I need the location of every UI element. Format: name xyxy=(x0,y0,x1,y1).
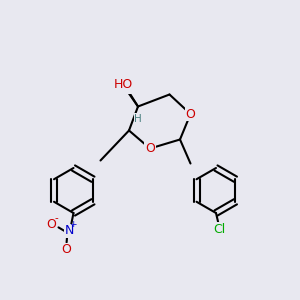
Text: H: H xyxy=(134,113,142,124)
Text: O: O xyxy=(186,107,195,121)
Text: N: N xyxy=(64,224,74,238)
Text: O: O xyxy=(46,218,56,232)
Text: -: - xyxy=(54,213,58,224)
Text: HO: HO xyxy=(113,78,133,92)
Text: +: + xyxy=(69,220,77,229)
Text: HO: HO xyxy=(112,80,131,94)
Text: O: O xyxy=(145,142,155,155)
Text: O: O xyxy=(61,243,71,256)
Text: Cl: Cl xyxy=(213,223,225,236)
